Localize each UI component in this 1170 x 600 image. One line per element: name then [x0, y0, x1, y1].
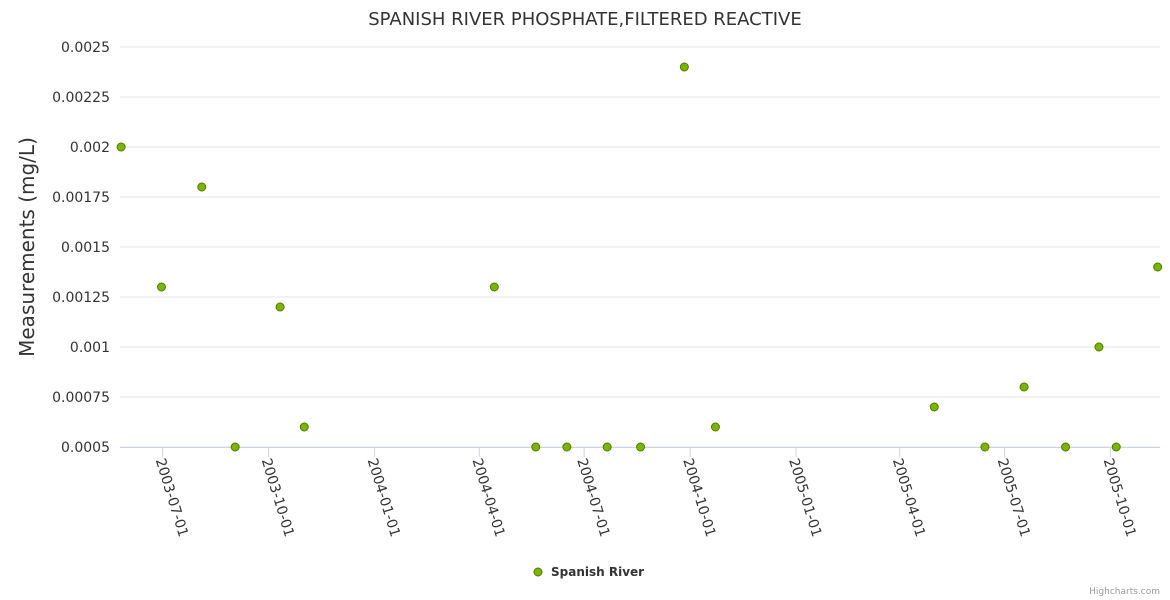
- data-point[interactable]: [275, 302, 285, 312]
- legend[interactable]: Spanish River: [533, 565, 644, 579]
- data-point[interactable]: [156, 282, 166, 292]
- y-tick-label: 0.00125: [52, 290, 110, 306]
- y-tick-label: 0.0015: [61, 240, 110, 256]
- data-point[interactable]: [710, 422, 720, 432]
- y-tick-label: 0.00175: [52, 190, 110, 206]
- x-tick-label: 2005-04-01: [889, 456, 928, 538]
- x-tick-label: 2004-10-01: [679, 456, 718, 538]
- data-point[interactable]: [929, 402, 939, 412]
- x-tick-label: 2005-10-01: [1100, 456, 1139, 538]
- y-axis-ticks: 0.0005 0.00075 0.001 0.00125 0.0015 0.00175 0.…: [52, 40, 110, 456]
- data-point[interactable]: [1111, 442, 1121, 452]
- legend-marker: [533, 567, 543, 577]
- x-tick-label: 2004-07-01: [573, 456, 612, 538]
- y-tick-label: 0.001: [70, 340, 110, 356]
- data-point[interactable]: [679, 62, 689, 72]
- legend-item-spanish-river[interactable]: Spanish River: [551, 565, 644, 579]
- y-tick-label: 0.00075: [52, 390, 110, 406]
- data-point[interactable]: [1153, 262, 1163, 272]
- y-tick-label: 0.0005: [61, 440, 110, 456]
- x-tick-label: 2004-04-01: [469, 456, 508, 538]
- data-point[interactable]: [230, 442, 240, 452]
- y-tick-label: 0.002: [70, 140, 110, 156]
- data-point[interactable]: [1094, 342, 1104, 352]
- data-point[interactable]: [1061, 442, 1071, 452]
- data-point[interactable]: [562, 442, 572, 452]
- data-point[interactable]: [299, 422, 309, 432]
- x-tick-label: 2005-07-01: [994, 456, 1033, 538]
- credits-link[interactable]: Highcharts.com: [1089, 587, 1160, 597]
- y-tick-label: 0.0025: [61, 40, 110, 56]
- data-point[interactable]: [636, 442, 646, 452]
- data-point[interactable]: [602, 442, 612, 452]
- x-tick-label: 2005-01-01: [785, 456, 824, 538]
- x-axis-ticks: 2003-07-01 2003-10-01 2004-01-01 2004-04-01…: [152, 447, 1139, 539]
- x-tick-label: 2003-07-01: [152, 456, 191, 538]
- data-point[interactable]: [531, 442, 541, 452]
- data-point[interactable]: [980, 442, 990, 452]
- grid: [120, 46, 1160, 448]
- x-tick-label: 2003-10-01: [258, 456, 297, 538]
- data-point[interactable]: [489, 282, 499, 292]
- y-tick-label: 0.00225: [52, 90, 110, 106]
- chart-title: SPANISH RIVER PHOSPHATE,FILTERED REACTIV…: [368, 9, 802, 30]
- x-tick-label: 2004-01-01: [364, 456, 403, 538]
- data-point[interactable]: [116, 142, 126, 152]
- data-point[interactable]: [197, 182, 207, 192]
- series-spanish-river: [116, 62, 1163, 452]
- data-point[interactable]: [1019, 382, 1029, 392]
- y-axis-label: Measurements (mg/L): [15, 137, 39, 357]
